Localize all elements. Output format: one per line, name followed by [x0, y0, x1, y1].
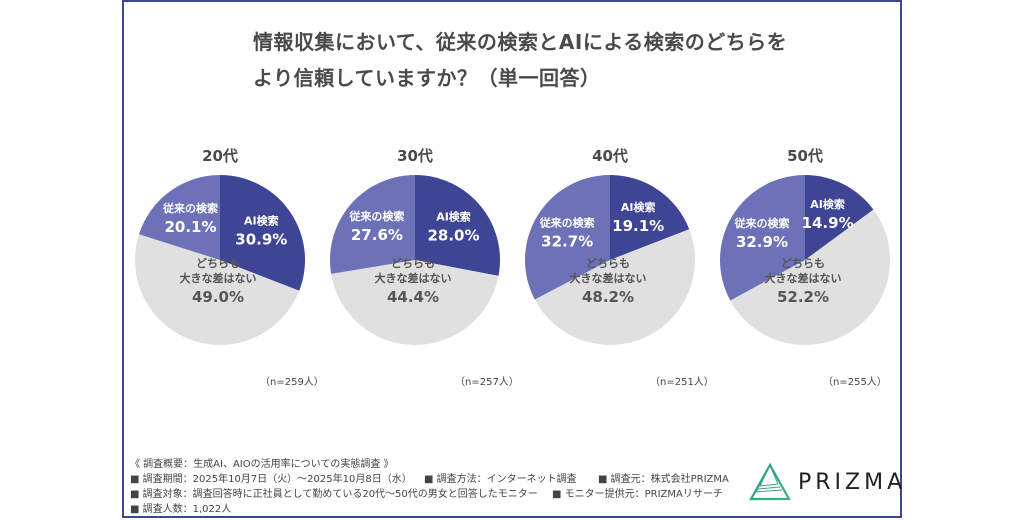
slice-value-text: 19.1% [612, 217, 664, 235]
pie-chart-30代: 30代 AI検索 28.0% どちらも 大きな差はない 44.4% 従来の検索 27.6% （n… [315, 140, 519, 390]
slice-value-text: 32.7% [541, 233, 593, 251]
slice-label-traditional-search: 従来の検索 32.7% [539, 216, 595, 251]
slice-value-text: 28.0% [427, 227, 479, 245]
slice-label-traditional-search: 従来の検索 20.1% [162, 201, 218, 236]
survey-target: ■ 調査対象：調査回答時に正社員として勤めている20代～50代の男女と回答したモ… [130, 489, 538, 500]
pie-slice-ai-search [610, 175, 690, 260]
pie-slice-traditional-search [720, 175, 805, 301]
prizma-logo: PRIZMA [748, 462, 902, 502]
slice-value-text: 14.9% [802, 214, 854, 232]
slice-category-text: 大きな差はない [570, 271, 647, 285]
slice-label-traditional-search: 従来の検索 32.9% [734, 216, 790, 251]
slice-category-text: 大きな差はない [765, 271, 842, 285]
pie-chart-40代: 40代 AI検索 19.1% どちらも 大きな差はない 48.2% 従来の検索 32.7% （n… [510, 140, 714, 390]
slice-label-traditional-search: 従来の検索 27.6% [348, 209, 404, 244]
logo-text: PRIZMA [798, 470, 907, 495]
chart-title-line1: 情報収集において、従来の検索とAIによる検索のどちらを [253, 30, 788, 54]
age-group-label: 50代 [787, 147, 823, 165]
slice-value-text: 30.9% [235, 230, 287, 248]
chart-title-line2: より信頼していますか？（単一回答） [253, 66, 601, 90]
slice-category-text: 従来の検索 [348, 209, 404, 223]
survey-count: ■ 調査人数：1,022人 [130, 504, 232, 515]
slice-label-ai-search: AI検索 28.0% [427, 210, 479, 245]
pie-slice-traditional-search [525, 175, 610, 300]
slice-category-text: 従来の検索 [539, 216, 595, 230]
slice-value-text: 32.9% [736, 233, 788, 251]
slice-category-text: どちらも [586, 257, 630, 270]
survey-period: ■ 調査期間：2025年10月7日（火）～2025年10月8日（水） [130, 474, 412, 485]
slice-value-text: 48.2% [582, 288, 634, 306]
slice-category-text: AI検索 [621, 200, 656, 214]
survey-heading: 《 調査概要：生成AI、AIOの活用率についての実態調査 》 [130, 459, 394, 470]
pie-slice-neither [534, 229, 696, 345]
slice-category-text: 従来の検索 [734, 216, 790, 230]
slice-category-text: どちらも [196, 257, 240, 270]
sample-size-label: （n=251人） [650, 377, 714, 388]
slice-label-ai-search: AI検索 19.1% [612, 200, 664, 235]
pie-slice-traditional-search [329, 175, 415, 274]
pie-slice-ai-search [415, 175, 500, 276]
sample-size-label: （n=259人） [260, 377, 324, 388]
pie-chart-20代: 20代 AI検索 30.9% どちらも 大きな差はない 49.0% 従来の検索 20.1% （n… [120, 140, 324, 390]
slice-label-ai-search: AI検索 30.9% [235, 213, 287, 248]
slice-value-text: 49.0% [192, 288, 244, 306]
slice-value-text: 20.1% [164, 218, 216, 236]
age-group-label: 30代 [397, 147, 433, 165]
age-group-label: 20代 [202, 147, 238, 165]
pie-slice-neither [331, 260, 499, 345]
slice-category-text: 大きな差はない [180, 271, 257, 285]
survey-provider: ■ モニター提供元：PRIZMAリサーチ [552, 489, 723, 500]
slice-value-text: 27.6% [351, 226, 403, 244]
age-group-label: 40代 [592, 147, 628, 165]
pie-slice-neither [730, 209, 891, 346]
slice-category-text: AI検索 [810, 197, 845, 211]
pie-slice-ai-search [805, 175, 874, 260]
slice-category-text: AI検索 [244, 213, 279, 227]
sample-size-label: （n=255人） [823, 377, 887, 388]
slice-category-text: AI検索 [436, 210, 471, 224]
pie-chart-50代: 50代 AI検索 14.9% どちらも 大きな差はない 52.2% 従来の検索 32.9% （n… [705, 140, 905, 390]
survey-method: ■ 調査方法：インターネット調査 [424, 474, 577, 485]
pie-slice-traditional-search [139, 175, 220, 260]
slice-category-text: どちらも [391, 257, 435, 270]
survey-summary: 《 調査概要：生成AI、AIOの活用率についての実態調査 》 ■ 調査期間：20… [130, 457, 729, 517]
prism-triangle-icon [749, 462, 791, 501]
slice-category-text: 大きな差はない [375, 271, 452, 285]
survey-source: ■ 調査元：株式会社PRIZMA [598, 474, 729, 485]
chart-title: 情報収集において、従来の検索とAIによる検索のどちらを より信頼していますか？（… [253, 24, 787, 96]
pie-slice-neither [135, 234, 300, 346]
pie-slice-ai-search [220, 175, 306, 291]
slice-label-ai-search: AI検索 14.9% [802, 197, 854, 232]
sample-size-label: （n=257人） [455, 377, 519, 388]
slice-category-text: どちらも [781, 257, 825, 270]
slice-value-text: 52.2% [777, 288, 829, 306]
slice-value-text: 44.4% [387, 288, 439, 306]
slice-category-text: 従来の検索 [162, 201, 218, 215]
